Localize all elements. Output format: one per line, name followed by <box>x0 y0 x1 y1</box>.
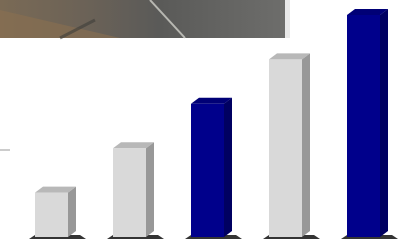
bar <box>269 59 302 237</box>
bar-side <box>68 187 76 237</box>
bar <box>347 15 380 237</box>
chart <box>0 0 415 247</box>
bar <box>35 193 68 237</box>
bar-side <box>224 98 232 237</box>
bar <box>191 104 224 237</box>
bar-side <box>302 53 310 237</box>
bar-side <box>146 142 154 237</box>
bar <box>113 148 146 237</box>
photo <box>0 0 290 38</box>
bar-side <box>380 9 388 237</box>
